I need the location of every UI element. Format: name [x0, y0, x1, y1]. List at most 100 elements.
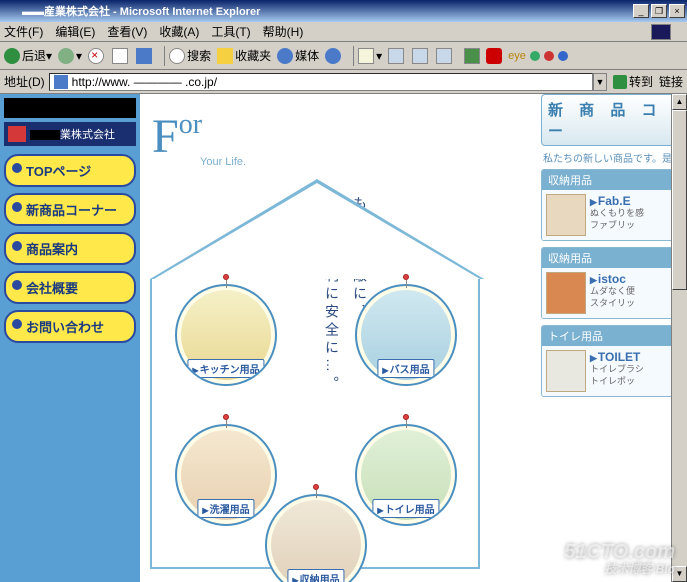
- product-box-2[interactable]: トイレ用品 TOILETトイレブラシトイレポッ: [541, 325, 687, 397]
- product-thumb: [546, 194, 586, 236]
- product-title: istoc: [590, 272, 635, 286]
- circle-label: バス用品: [377, 359, 434, 378]
- product-box-0[interactable]: 収納用品 Fab.Eぬくもりを感ファブリッ: [541, 169, 687, 241]
- ext-dot-icon[interactable]: [544, 51, 554, 61]
- scroll-down-button[interactable]: ▼: [672, 566, 687, 582]
- go-button[interactable]: 转到: [613, 73, 653, 90]
- pin-icon: [223, 274, 229, 280]
- address-label: 地址(D): [4, 73, 45, 90]
- pin-icon: [403, 274, 409, 280]
- product-box-1[interactable]: 収納用品 istocムダなく便スタイリッ: [541, 247, 687, 319]
- ie-icon: [2, 3, 18, 19]
- category-circle-laundry[interactable]: 洗濯用品: [175, 424, 277, 526]
- company-name: 業株式会社: [30, 126, 115, 142]
- media-icon: [277, 48, 293, 64]
- refresh-icon: [112, 48, 128, 64]
- scroll-thumb[interactable]: [672, 110, 687, 290]
- ie-logo-icon: [651, 24, 671, 40]
- pin-icon: [313, 484, 319, 490]
- media-button[interactable]: 媒体: [277, 47, 319, 64]
- product-category: トイレ用品: [542, 326, 686, 346]
- product-thumb: [546, 350, 586, 392]
- sidebar-item-1[interactable]: 新商品コーナー: [4, 193, 136, 226]
- favorites-button[interactable]: 收藏夹: [217, 47, 271, 64]
- back-button[interactable]: 后退 ▾: [4, 47, 52, 64]
- menu-favorites[interactable]: 收藏(A): [159, 23, 199, 40]
- menu-help[interactable]: 帮助(H): [263, 23, 304, 40]
- url-field-wrap: [49, 73, 593, 91]
- house-icon: [8, 126, 26, 142]
- menu-view[interactable]: 查看(V): [107, 23, 147, 40]
- scroll-up-button[interactable]: ▲: [672, 94, 687, 110]
- print-button[interactable]: [388, 48, 406, 64]
- hero-logo: For Your Life.: [152, 109, 246, 168]
- ext-dot-icon[interactable]: [558, 51, 568, 61]
- star-icon: [217, 48, 233, 64]
- sidebar-item-2[interactable]: 商品案内: [4, 232, 136, 265]
- discuss-button[interactable]: [436, 48, 454, 64]
- mail-icon: [358, 48, 374, 64]
- product-category: 収納用品: [542, 248, 686, 268]
- right-column: 新 商 品 コ ー 私たちの新しい商品です。是 収納用品 Fab.Eぬくもりを感フ…: [541, 94, 687, 403]
- sidebar-item-0[interactable]: TOPページ: [4, 154, 136, 187]
- pin-icon: [403, 414, 409, 420]
- product-thumb: [546, 272, 586, 314]
- forward-button[interactable]: ▾: [58, 48, 82, 64]
- stop-button[interactable]: [88, 48, 106, 64]
- stop-icon: [88, 48, 104, 64]
- media-label: 媒体: [295, 47, 319, 64]
- product-desc: ムダなく便スタイリッ: [590, 286, 635, 309]
- category-circle-kitchen[interactable]: キッチン用品: [175, 284, 277, 386]
- links-label[interactable]: 链接: [659, 73, 683, 90]
- toolbar-extensions: eye: [464, 48, 568, 64]
- new-products-header: 新 商 品 コ ー: [541, 94, 687, 146]
- search-icon: [169, 48, 185, 64]
- url-dropdown[interactable]: ▼: [593, 73, 607, 91]
- minimize-button[interactable]: _: [633, 4, 649, 18]
- product-category: 収納用品: [542, 170, 686, 190]
- home-icon: [136, 48, 152, 64]
- pin-icon: [223, 414, 229, 420]
- window-titlebar: ▬▬産業株式会社 - Microsoft Internet Explorer _…: [0, 0, 687, 22]
- hero-yourlife: Your Life.: [200, 156, 246, 168]
- go-label: 转到: [629, 73, 653, 90]
- edit-button[interactable]: [412, 48, 430, 64]
- home-button[interactable]: [136, 48, 154, 64]
- page-content: 業株式会社 TOPページ新商品コーナー商品案内会社概要お問い合わせ For Yo…: [0, 94, 687, 582]
- back-icon: [4, 48, 20, 64]
- discuss-icon: [436, 48, 452, 64]
- mail-button[interactable]: ▾: [358, 48, 382, 64]
- logo-placeholder: [4, 98, 136, 118]
- product-title: Fab.E: [590, 194, 644, 208]
- category-circle-bath[interactable]: バス用品: [355, 284, 457, 386]
- history-button[interactable]: [325, 48, 343, 64]
- category-circle-toilet[interactable]: トイレ用品: [355, 424, 457, 526]
- close-button[interactable]: ×: [669, 4, 685, 18]
- product-desc: トイレブラシトイレポッ: [590, 364, 644, 387]
- circle-label: 収納用品: [287, 569, 344, 582]
- product-title: TOILET: [590, 350, 644, 364]
- new-products-sub: 私たちの新しい商品です。是: [541, 146, 687, 169]
- menu-file[interactable]: 文件(F): [4, 23, 43, 40]
- sidebar-item-3[interactable]: 会社概要: [4, 271, 136, 304]
- ext-dot-icon[interactable]: [530, 51, 540, 61]
- vertical-scrollbar[interactable]: ▲ ▼: [671, 94, 687, 582]
- refresh-button[interactable]: [112, 48, 130, 64]
- search-button[interactable]: 搜索: [169, 47, 211, 64]
- circle-label: トイレ用品: [372, 499, 439, 518]
- hero-f: F: [152, 109, 179, 164]
- menu-edit[interactable]: 编辑(E): [55, 23, 95, 40]
- product-desc: ぬくもりを感ファブリッ: [590, 208, 644, 231]
- yahoo-icon[interactable]: [486, 48, 502, 64]
- restore-button[interactable]: ❐: [651, 4, 667, 18]
- company-banner: 業株式会社: [4, 122, 136, 146]
- menu-tools[interactable]: 工具(T): [211, 23, 250, 40]
- search-label: 搜索: [187, 47, 211, 64]
- url-input[interactable]: [72, 75, 588, 89]
- menu-bar: 文件(F) 编辑(E) 查看(V) 收藏(A) 工具(T) 帮助(H): [0, 22, 687, 42]
- window-title: ▬▬産業株式会社 - Microsoft Internet Explorer: [22, 3, 631, 19]
- ext-icon[interactable]: [464, 48, 480, 64]
- history-icon: [325, 48, 341, 64]
- hero-or: or: [179, 109, 202, 140]
- sidebar-item-4[interactable]: お問い合わせ: [4, 310, 136, 343]
